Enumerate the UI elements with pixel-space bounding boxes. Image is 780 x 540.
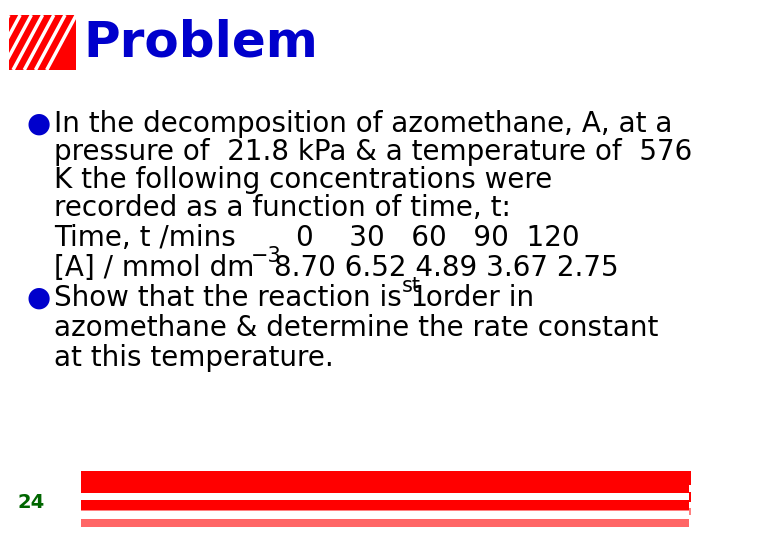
Text: st: st	[402, 276, 421, 296]
Text: 0    30   60   90  120: 0 30 60 90 120	[296, 224, 580, 252]
FancyBboxPatch shape	[81, 519, 689, 527]
Text: pressure of  21.8 kPa & a temperature of  576: pressure of 21.8 kPa & a temperature of …	[54, 138, 692, 166]
FancyBboxPatch shape	[81, 511, 689, 518]
Text: Time, t /mins: Time, t /mins	[54, 224, 236, 252]
Text: 8.70 6.52 4.89 3.67 2.75: 8.70 6.52 4.89 3.67 2.75	[274, 254, 619, 282]
FancyBboxPatch shape	[9, 15, 76, 70]
Text: order in: order in	[417, 284, 534, 312]
Text: recorded as a function of time, t:: recorded as a function of time, t:	[54, 194, 511, 222]
FancyBboxPatch shape	[81, 493, 689, 500]
Text: ●: ●	[27, 110, 51, 138]
Text: ●: ●	[27, 284, 51, 312]
Text: azomethane & determine the rate constant: azomethane & determine the rate constant	[54, 314, 658, 342]
Text: Problem: Problem	[83, 18, 318, 66]
Text: at this temperature.: at this temperature.	[54, 344, 334, 372]
FancyBboxPatch shape	[81, 508, 691, 515]
Text: K the following concentrations were: K the following concentrations were	[54, 166, 552, 194]
Text: 24: 24	[18, 492, 45, 511]
Text: [A] / mmol dm: [A] / mmol dm	[54, 254, 254, 282]
Text: In the decomposition of azomethane, A, at a: In the decomposition of azomethane, A, a…	[54, 110, 672, 138]
FancyBboxPatch shape	[81, 492, 691, 502]
FancyBboxPatch shape	[81, 501, 689, 510]
Text: Show that the reaction is 1: Show that the reaction is 1	[54, 284, 428, 312]
Text: −3: −3	[251, 246, 282, 266]
FancyBboxPatch shape	[81, 482, 689, 492]
FancyBboxPatch shape	[81, 471, 691, 485]
